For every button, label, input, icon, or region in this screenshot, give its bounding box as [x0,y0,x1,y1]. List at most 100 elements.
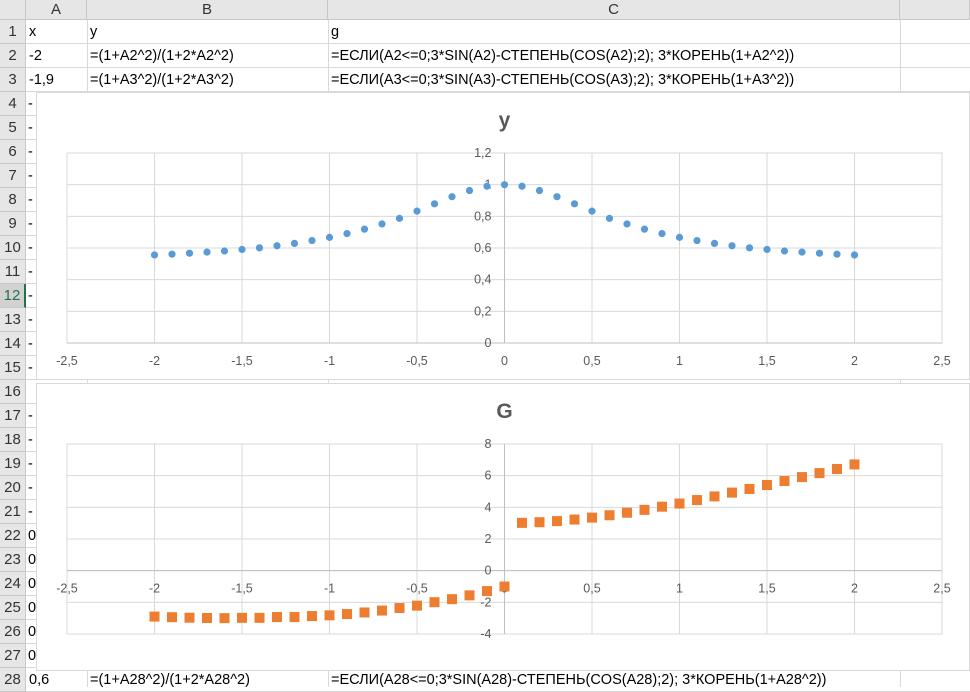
cell-a5[interactable]: - [28,120,33,136]
row-header-11[interactable]: 11 [0,260,26,284]
row-header-23[interactable]: 23 [0,548,26,572]
column-header-b[interactable]: B [87,0,328,20]
row-header-27[interactable]: 27 [0,644,26,668]
data-point [395,214,404,222]
cell-a8[interactable]: - [28,192,33,208]
cell-a20[interactable]: - [28,480,33,496]
row-header-1[interactable]: 1 [0,20,26,44]
row-header-28[interactable]: 28 [0,668,26,692]
cell-a2[interactable]: -2 [29,48,42,64]
cell-b3[interactable]: =(1+A3^2)/(1+2*A3^2) [90,72,234,88]
chart-y[interactable]: y -2,5 -2 -1,5 -1 -0,5 0 0,5 1 1,5 2 2,5 0 0,2 0,4 0,6 0… [36,92,970,380]
x-tick-label: 1 [676,582,683,596]
data-point [184,612,195,623]
row-header-6[interactable]: 6 [0,140,26,164]
cell-a21[interactable]: - [28,504,33,520]
data-point [377,605,387,616]
x-tick-label: -2,5 [56,354,78,368]
row-header-24[interactable]: 24 [0,572,26,596]
cell-a14[interactable]: - [28,336,33,352]
row-header-3[interactable]: 3 [0,68,26,92]
row-header-7[interactable]: 7 [0,164,26,188]
data-point [727,487,737,498]
data-point [464,590,475,601]
column-header-a[interactable]: A [26,0,87,20]
cell-a23[interactable]: 0 [28,552,36,568]
cell-a24[interactable]: 0 [28,576,36,592]
row-header-12[interactable]: 12 [0,284,26,308]
cell-a4[interactable]: - [28,96,33,112]
row-header-9[interactable]: 9 [0,212,26,236]
cell-a15[interactable]: - [28,360,33,376]
cell-c2[interactable]: =ЕСЛИ(A2<=0;3*SIN(A2)-СТЕПЕНЬ(COS(A2);2)… [331,48,795,64]
data-point [850,251,859,259]
row-header-16[interactable]: 16 [0,380,26,404]
cell-a28[interactable]: 0,6 [29,672,50,688]
cell-a17[interactable]: - [28,408,33,424]
column-header-next[interactable] [900,0,970,20]
data-point [219,613,230,624]
cell-a22[interactable]: 0 [28,528,36,544]
row-header-20[interactable]: 20 [0,476,26,500]
data-point [238,245,246,254]
row-header-2[interactable]: 2 [0,44,26,68]
cell-a6[interactable]: - [28,144,33,160]
data-point [779,476,790,487]
data-point [553,193,561,201]
row-header-14[interactable]: 14 [0,332,26,356]
row-header-8[interactable]: 8 [0,188,26,212]
data-point [640,225,649,233]
data-point [203,248,211,256]
row-header-10[interactable]: 10 [0,236,26,260]
cell-a26[interactable]: 0 [28,624,36,640]
cell-a10[interactable]: - [28,240,33,256]
row-header-17[interactable]: 17 [0,404,26,428]
cell-a7[interactable]: - [28,168,33,184]
cell-a3[interactable]: -1,9 [29,72,54,88]
row-header-18[interactable]: 18 [0,428,26,452]
row-header-13[interactable]: 13 [0,308,26,332]
row-header-19[interactable]: 19 [0,452,26,476]
data-point [639,504,650,515]
row-header-22[interactable]: 22 [0,524,26,548]
data-point [658,229,666,238]
row-header-15[interactable]: 15 [0,356,26,380]
row-header-25[interactable]: 25 [0,596,26,620]
cell-a27[interactable]: 0 [28,648,36,664]
cell-b28[interactable]: =(1+A28^2)/(1+2*A28^2) [90,672,250,688]
data-point [709,491,720,502]
x-tick-label: 0 [501,354,508,368]
cell-c1[interactable]: g [331,24,340,40]
data-point [499,581,510,592]
row-header-5[interactable]: 5 [0,116,26,140]
row-header-26[interactable]: 26 [0,620,26,644]
x-tick-label: -2,5 [56,582,78,596]
data-point [814,468,825,479]
data-point [674,498,685,509]
cell-b2[interactable]: =(1+A2^2)/(1+2*A2^2) [90,48,234,64]
cell-c28[interactable]: =ЕСЛИ(A28<=0;3*SIN(A28)-СТЕПЕНЬ(COS(A28)… [331,672,827,688]
column-header-c[interactable]: C [328,0,900,20]
row-header-4[interactable]: 4 [0,92,26,116]
cell-a11[interactable]: - [28,264,33,280]
y-tick-label: -2 [480,595,491,609]
row-header-21[interactable]: 21 [0,500,26,524]
data-point [500,181,509,189]
cell-b1[interactable]: y [90,24,98,40]
cell-a9[interactable]: - [28,216,33,232]
data-point [237,612,247,623]
cell-a18[interactable]: - [28,432,33,448]
y-tick-label: 0 [485,336,492,350]
cell-a19[interactable]: - [28,456,33,472]
data-point [570,200,579,208]
cell-a25[interactable]: 0 [28,600,36,616]
cell-c3[interactable]: =ЕСЛИ(A3<=0;3*SIN(A3)-СТЕПЕНЬ(COS(A3);2)… [331,72,795,88]
cell-a1[interactable]: x [29,24,37,40]
cell-a12[interactable]: - [28,288,33,304]
data-point [202,613,212,624]
data-point [325,233,334,241]
data-point [448,193,456,201]
corner-select-all[interactable] [0,0,26,20]
cell-a13[interactable]: - [28,312,33,328]
